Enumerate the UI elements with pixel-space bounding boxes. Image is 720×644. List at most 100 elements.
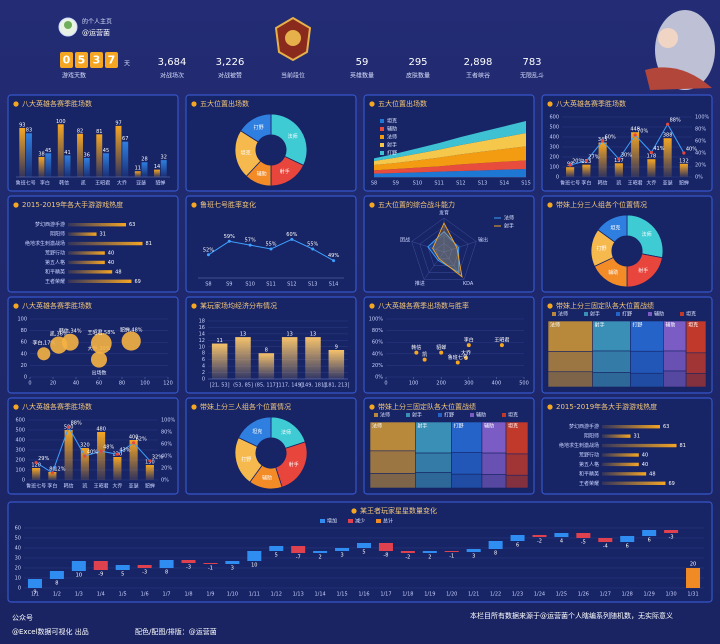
legend-swatch	[680, 312, 684, 316]
radar-ring	[411, 217, 477, 280]
value-label: 10	[76, 573, 82, 579]
point	[584, 159, 588, 163]
days-label: 游戏天数	[62, 72, 86, 80]
bar	[602, 425, 660, 429]
point-label: 鲁班七号	[448, 354, 468, 361]
y-tick-label: 6	[202, 357, 205, 363]
waterfall-bar	[422, 551, 437, 553]
x-tick-label: 鲁班七号	[560, 180, 580, 187]
legend-swatch	[348, 519, 353, 523]
panel-title: 八大英雄各赛季胜场数	[22, 99, 92, 108]
value-label: 69	[668, 481, 674, 487]
y-tick-label: 80	[21, 328, 27, 334]
slice-label: 法师	[642, 231, 652, 238]
slice	[240, 113, 272, 143]
stat-label: 英雄数量	[350, 72, 374, 80]
y-tick-label: 10	[199, 344, 205, 350]
y-tick-label: 80%	[695, 127, 706, 133]
point-label: 王昭君	[494, 338, 509, 344]
value-label: 13	[310, 332, 316, 338]
y-tick-label: 2	[202, 370, 205, 376]
slice	[270, 113, 308, 166]
title-dot	[369, 303, 375, 309]
treemap-cell	[547, 351, 593, 373]
x-tick-label: [21, 53]	[210, 383, 230, 389]
legend-swatch	[616, 312, 620, 316]
y-tick-label: 60	[21, 340, 27, 346]
treemap-cell	[451, 473, 483, 489]
value-label: 178	[647, 154, 657, 160]
value-label: 81	[146, 241, 152, 247]
value-label: 48%	[103, 445, 114, 451]
title-dot	[13, 303, 19, 309]
value-label: 20%	[572, 159, 583, 165]
y-tick-label: 16	[199, 325, 205, 331]
digit-box	[75, 52, 88, 68]
x-tick-label: 100	[409, 381, 419, 387]
area	[374, 160, 526, 174]
x-tick-label: 鲁班七号	[26, 483, 46, 490]
bar	[64, 430, 73, 480]
value-label: 448	[630, 127, 640, 133]
value-label: 40	[642, 462, 648, 468]
y-tick-label: 60%	[372, 340, 383, 346]
y-tick-label: 80%	[372, 328, 383, 334]
value-label: 480	[96, 427, 106, 433]
bar	[160, 160, 167, 177]
title-dot	[369, 202, 375, 208]
value-label: -3	[142, 570, 147, 576]
waterfall-bar	[269, 546, 284, 551]
cell-label: 打野	[632, 322, 642, 329]
legend-swatch	[380, 127, 384, 131]
waterfall-bar	[598, 538, 613, 542]
legend-label: 法师	[387, 134, 397, 141]
x-tick-label: 1/21	[468, 592, 479, 598]
y-tick-label: 0%	[695, 175, 703, 181]
x-tick-label: 60	[96, 381, 102, 387]
hero-art	[645, 10, 715, 90]
y-tick-label: 0	[24, 375, 27, 381]
bubble	[37, 347, 51, 361]
panel-title: 五大位置出场数	[378, 99, 427, 108]
point	[633, 133, 637, 137]
y-tick-label: 12	[199, 338, 205, 344]
user-name: @运营菌	[82, 28, 110, 37]
y-tick-label: 50	[15, 536, 21, 542]
value-label: 8	[165, 570, 168, 576]
y-tick-label: 40%	[372, 351, 383, 357]
bar	[68, 270, 113, 274]
title-dot	[369, 101, 375, 107]
line	[570, 123, 685, 166]
value-label: 9	[33, 590, 36, 596]
y-tick-label: 王者荣耀	[45, 278, 65, 285]
x-tick-label: 1/14	[315, 592, 326, 598]
bubble	[90, 351, 108, 368]
bubble	[121, 331, 141, 351]
stat-value: 3,684	[158, 57, 187, 68]
legend-label: 打野	[387, 150, 397, 157]
y-tick-label: 0	[202, 377, 205, 383]
x-tick-label: 1/7	[163, 592, 171, 598]
point	[148, 459, 152, 463]
hero-cloth	[645, 67, 712, 90]
bar	[68, 241, 143, 246]
x-tick-label: 1/19	[424, 592, 435, 598]
x-tick-label: 李白	[40, 180, 50, 187]
value-label: 2	[319, 555, 322, 561]
area	[374, 121, 526, 161]
waterfall-bar	[554, 533, 569, 537]
x-tick-label: 1/13	[293, 592, 304, 598]
x-tick-label: S11	[434, 181, 444, 187]
x-tick-label: S9	[393, 181, 399, 187]
panel-frame	[541, 195, 713, 293]
bar	[154, 169, 160, 177]
value-label: 63	[663, 424, 669, 430]
bar	[141, 162, 148, 177]
value-label: 8	[494, 551, 497, 557]
y-tick-label: 60%	[161, 442, 172, 448]
y-tick-label: 20	[21, 363, 27, 369]
treemap-cell	[481, 452, 507, 475]
value-label: 13	[240, 332, 246, 338]
y-tick-label: 400	[549, 135, 559, 141]
